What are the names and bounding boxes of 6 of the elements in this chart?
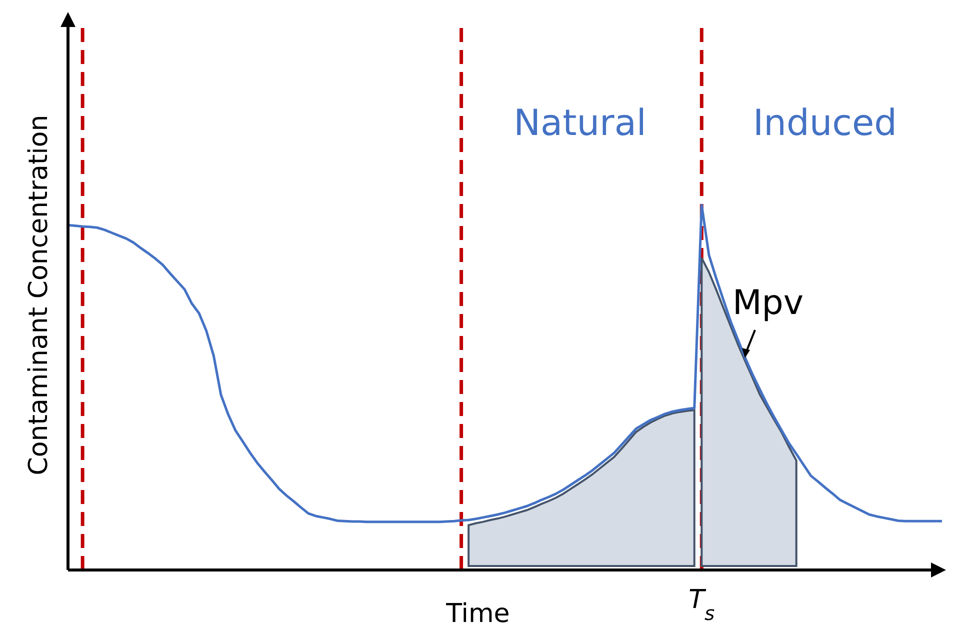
- annotation: Mpv: [732, 283, 804, 323]
- text: Induced: [753, 103, 897, 144]
- text: Natural: [514, 103, 646, 144]
- y-axis-title: Contaminant Concentration: [24, 114, 54, 476]
- text: T$_{s}$: [688, 585, 715, 624]
- x-axis-title: Time: [445, 599, 510, 629]
